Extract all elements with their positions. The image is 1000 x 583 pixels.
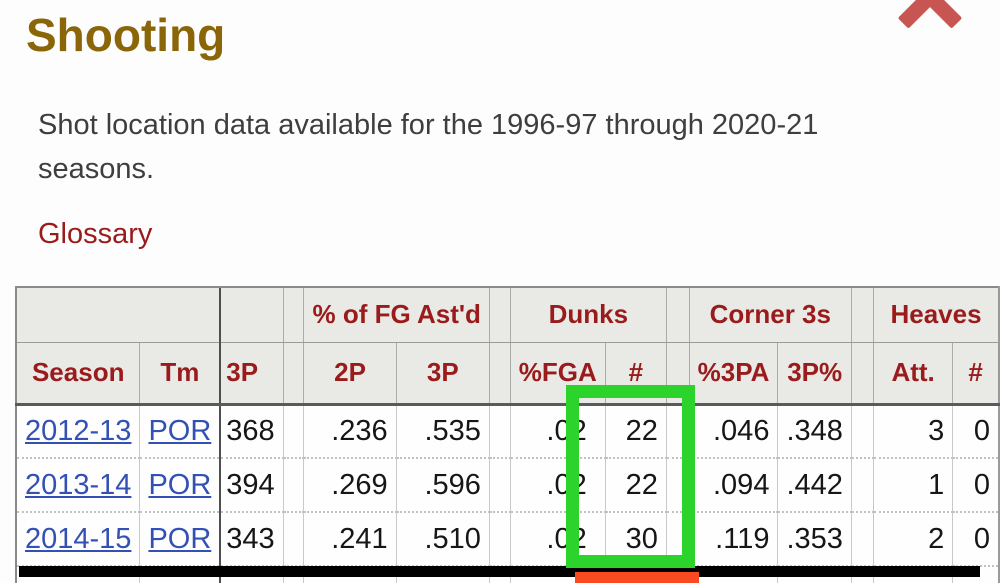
col-header-3p-astd[interactable]: 3P	[395, 342, 490, 406]
shooting-table: % of FG Ast'd Dunks Corner 3s Heaves Sea…	[14, 286, 1000, 583]
dunk-fga-cell: .02	[509, 404, 606, 458]
heave-count-cell: 0	[952, 457, 1000, 512]
3p-astd-cell: .596	[395, 457, 490, 512]
col-header-dunk-fga[interactable]: %FGA	[509, 342, 606, 406]
3p-astd-cell: .535	[395, 404, 490, 458]
orange-highlight-box	[575, 572, 699, 583]
group-spacer	[850, 286, 875, 343]
col-header-corner-3pct[interactable]: 3P%	[777, 342, 852, 406]
season-link[interactable]: 2012-13	[25, 414, 132, 447]
group-heaves: Heaves	[873, 286, 1000, 343]
season-link[interactable]: 2014-15	[25, 522, 132, 555]
shot-location-note-line2: seasons.	[38, 153, 155, 185]
team-cell: POR	[139, 457, 221, 512]
corner-3pct-cell: .353	[777, 511, 852, 566]
3p-astd-cell: .510	[395, 511, 490, 566]
dunk-count-cell: 22	[604, 404, 667, 458]
heave-att-cell: 2	[872, 511, 954, 566]
col-header-heave-count[interactable]: #	[952, 342, 1000, 406]
green-highlight-box	[566, 385, 695, 568]
spacer-cell	[282, 404, 305, 458]
group-blank	[219, 286, 284, 343]
table-row-2014-15: 2014-15 POR 343 .241 .510 .02 30 .119 .3…	[15, 511, 1000, 566]
col-header-corner-3pa[interactable]: %3PA	[688, 342, 779, 406]
spacer-cell	[488, 511, 511, 566]
season-cell: 2013-14	[15, 457, 141, 512]
col-header-2p-astd[interactable]: 2P	[303, 342, 397, 406]
season-cell: 2012-13	[15, 404, 141, 458]
column-header-row: Season Tm 3P 2P 3P %FGA # %3PA 3P% Att. …	[15, 342, 1000, 406]
2p-astd-cell: .269	[303, 457, 397, 512]
close-icon[interactable]	[892, 0, 968, 29]
heave-count-cell: 0	[952, 511, 1000, 566]
group-fg-astd: % of FG Ast'd	[303, 286, 490, 343]
col-header-3p[interactable]: 3P	[219, 342, 284, 406]
shot-location-note-line1: Shot location data available for the 199…	[38, 109, 819, 141]
team-link[interactable]: POR	[148, 522, 212, 555]
spacer-cell	[488, 404, 511, 458]
table-row-2013-14: 2013-14 POR 394 .269 .596 .02 22 .094 .4…	[15, 457, 1000, 512]
2p-astd-cell: .236	[303, 404, 397, 458]
season-cell: 2014-15	[15, 511, 141, 566]
shot-location-note: Shot location data available for the 199…	[38, 103, 818, 191]
spacer-cell	[282, 511, 305, 566]
heave-count-cell: 0	[952, 404, 1000, 458]
corner-3pa-cell: .046	[688, 404, 779, 458]
group-header-row: % of FG Ast'd Dunks Corner 3s Heaves	[14, 286, 1000, 343]
corner-3pct-cell: .348	[777, 404, 852, 458]
glossary-link[interactable]: Glossary	[38, 218, 153, 250]
col-header-heave-att[interactable]: Att.	[872, 342, 954, 406]
corner-3pct-cell: .442	[777, 457, 852, 512]
corner-3pa-cell: .094	[688, 457, 779, 512]
spacer-cell	[282, 457, 305, 512]
season-link[interactable]: 2013-14	[25, 468, 132, 501]
2p-astd-cell: .241	[303, 511, 397, 566]
group-blank	[14, 286, 221, 343]
black-redaction-bar	[19, 566, 980, 577]
team-link[interactable]: POR	[148, 414, 212, 447]
spacer-cell	[850, 511, 875, 566]
spacer-cell	[488, 457, 511, 512]
col-spacer	[282, 342, 305, 406]
team-cell: POR	[139, 511, 221, 566]
table-row-2012-13: 2012-13 POR 368 .236 .535 .02 22 .046 .3…	[15, 404, 1000, 458]
heave-att-cell: 3	[872, 404, 954, 458]
group-spacer	[282, 286, 305, 343]
heave-att-cell: 1	[872, 457, 954, 512]
spacer-cell	[850, 404, 875, 458]
spacer-cell	[850, 457, 875, 512]
team-cell: POR	[139, 404, 221, 458]
page-title: Shooting	[26, 9, 226, 61]
col-spacer	[488, 342, 511, 406]
col-spacer	[850, 342, 875, 406]
team-link[interactable]: POR	[148, 468, 212, 501]
col-header-tm[interactable]: Tm	[139, 342, 221, 406]
group-spacer	[665, 286, 690, 343]
3p-cell: 368	[219, 404, 284, 458]
3p-cell: 394	[219, 457, 284, 512]
dunk-count-cell: 22	[604, 457, 667, 512]
group-dunks: Dunks	[509, 286, 667, 343]
col-header-season[interactable]: Season	[15, 342, 141, 406]
group-corner-3s: Corner 3s	[688, 286, 852, 343]
corner-3pa-cell: .119	[688, 511, 779, 566]
group-spacer	[488, 286, 511, 343]
3p-cell: 343	[219, 511, 284, 566]
